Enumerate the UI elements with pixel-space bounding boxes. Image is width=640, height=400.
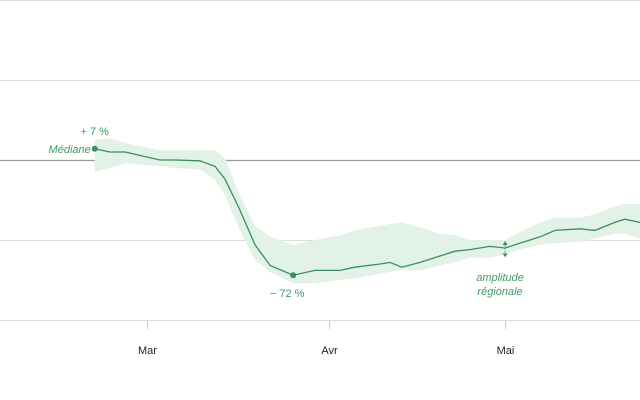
amplitude-label-line1: amplitude <box>476 272 524 284</box>
x-tick-label: Mai <box>497 345 515 357</box>
minimum-value-label: − 72 % <box>270 288 305 300</box>
start-point-marker <box>91 145 98 152</box>
regional-amplitude-band <box>94 138 640 284</box>
amplitude-label-line2: régionale <box>477 286 522 298</box>
amplitude-arrow-icon <box>502 241 508 258</box>
x-tick-label: Mar <box>138 345 157 357</box>
x-tick-label: Avr <box>321 345 338 357</box>
median-label: Médiane <box>49 144 91 156</box>
median-line <box>94 148 640 276</box>
start-value-label: + 7 % <box>81 126 110 138</box>
x-axis: Mar Avr Mai <box>138 321 514 357</box>
minimum-point-marker <box>290 272 297 279</box>
